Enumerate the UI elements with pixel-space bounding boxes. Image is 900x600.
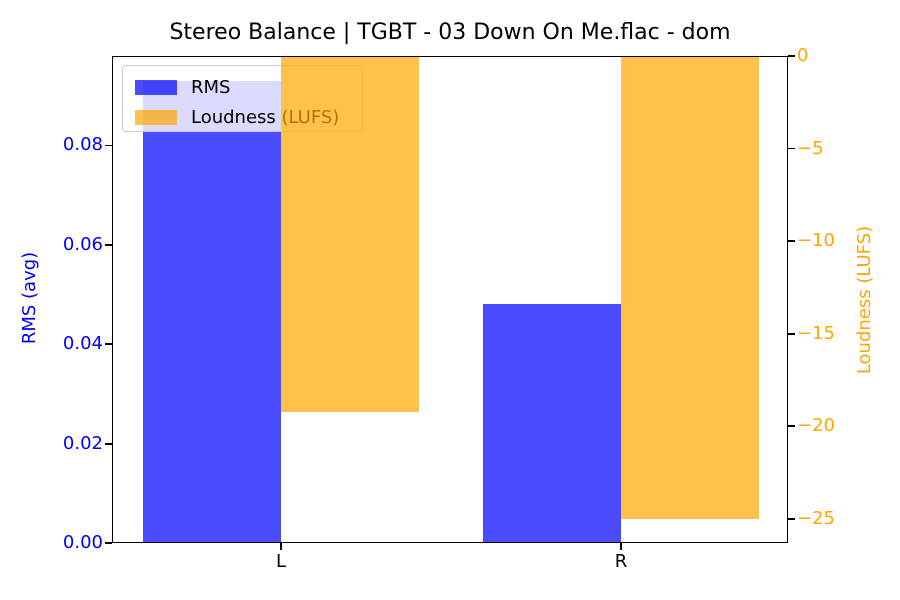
y-tick-mark-left — [105, 243, 112, 246]
legend-entry-rms: RMS — [135, 72, 362, 102]
rms-legend-swatch — [135, 79, 177, 95]
loudness-bars-layer — [112, 56, 788, 543]
y-tick-mark-right — [788, 55, 795, 57]
x-tick-mark — [620, 543, 622, 550]
chart-title: Stereo Balance | TGBT - 03 Down On Me.fl… — [169, 20, 731, 45]
y-tick-mark-right — [788, 518, 795, 520]
plot-area: RMS Loudness (LUFS) — [112, 56, 788, 543]
y-tick-mark-left — [105, 542, 112, 544]
y-tick-label-left: 0.00 — [62, 532, 103, 553]
y-tick-mark-left — [105, 343, 112, 346]
rms-bar-L — [143, 80, 281, 543]
loudness-legend-swatch — [135, 109, 177, 125]
y-tick-mark-left — [105, 442, 112, 445]
y-tick-mark-right — [788, 425, 795, 428]
y-tick-label-right: −10 — [797, 230, 835, 252]
x-tick-label-L: L — [275, 551, 287, 572]
y-tick-mark-right — [788, 332, 795, 335]
y-tick-label-left: 0.04 — [62, 333, 103, 355]
loudness-bar-L — [281, 56, 419, 412]
y-tick-label-left: 0.02 — [62, 432, 103, 454]
rms-bars-layer — [112, 56, 788, 543]
y-tick-mark-left — [105, 144, 112, 147]
x-tick-label-R: R — [614, 551, 628, 572]
y-tick-mark-right — [788, 240, 795, 243]
y-tick-label-right: 0 — [797, 45, 809, 66]
y-tick-label-left: 0.06 — [62, 233, 103, 255]
right-axis-label: Loudness (LUFS) — [854, 225, 875, 375]
x-tick-mark — [280, 543, 282, 550]
loudness-bar-R — [621, 56, 759, 519]
left-axis-label: RMS (avg) — [19, 251, 40, 345]
y-tick-label-right: −5 — [797, 137, 824, 159]
y-tick-label-right: −15 — [797, 322, 835, 344]
y-tick-mark-right — [788, 147, 795, 150]
y-tick-label-left: 0.08 — [62, 134, 103, 156]
rms-bar-R — [483, 304, 621, 543]
rms-legend-label: RMS — [191, 76, 231, 98]
y-tick-label-right: −20 — [797, 415, 835, 437]
y-tick-label-right: −25 — [797, 507, 835, 529]
